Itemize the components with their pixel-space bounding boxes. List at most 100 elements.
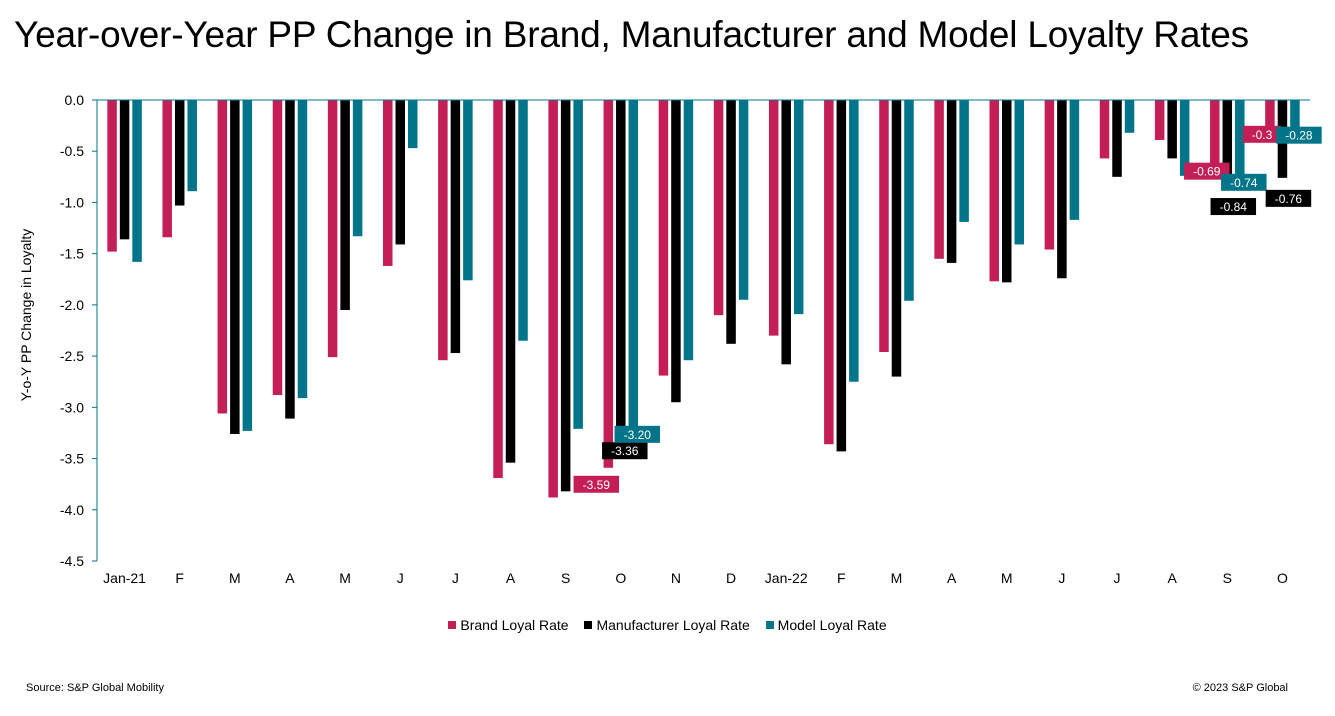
data-label: -0.84 [1220, 200, 1248, 214]
bar-model-loyal-rate [683, 100, 694, 361]
bar-manufacturer-loyal-rate [505, 100, 516, 463]
bar-model-loyal-rate [132, 100, 142, 262]
bar-manufacturer-loyal-rate [671, 100, 681, 403]
data-label-box [1265, 189, 1312, 207]
data-label: -3.36 [611, 444, 639, 458]
chart-title: Year-over-Year PP Change in Brand, Manuf… [14, 14, 1249, 55]
bar-brand-loyal-rate [217, 100, 228, 414]
bar-manufacturer-loyal-rate [119, 100, 130, 240]
data-label: -0.69 [1193, 165, 1221, 179]
bar-manufacturer-loyal-rate [174, 100, 185, 206]
data-label: -3.20 [624, 428, 652, 442]
x-tick-label: D [726, 570, 736, 586]
x-tick-label: M [339, 570, 351, 586]
bar-model-loyal-rate [573, 100, 583, 429]
bar-brand-loyal-rate [1265, 100, 1275, 134]
bar-brand-loyal-rate [107, 100, 117, 252]
legend-swatch-model [765, 621, 774, 629]
x-tick-label: O [615, 570, 626, 586]
bar-model-loyal-rate [738, 100, 749, 300]
y-tick-label: -4.5 [60, 553, 84, 569]
bar-model-loyal-rate [1290, 100, 1300, 129]
bar-manufacturer-loyal-rate [1002, 100, 1012, 283]
bar-brand-loyal-rate [658, 100, 669, 376]
bar-brand-loyal-rate [162, 100, 172, 238]
x-tick-label: O [1277, 570, 1288, 586]
x-tick-label: M [229, 570, 241, 586]
data-label-box [1210, 198, 1257, 216]
bar-brand-loyal-rate [1210, 100, 1220, 171]
bar-manufacturer-loyal-rate [946, 100, 957, 263]
y-tick-label: -4.0 [60, 502, 84, 518]
bar-manufacturer-loyal-rate [560, 100, 571, 492]
x-tick-label: F [837, 570, 846, 586]
legend-label-model: Model Loyal Rate [777, 617, 887, 633]
legend-swatch-brand [448, 621, 457, 629]
bar-manufacturer-loyal-rate [285, 100, 295, 419]
bar-model-loyal-rate [628, 100, 639, 428]
bar-brand-loyal-rate [1154, 100, 1165, 140]
data-label-box [1184, 162, 1230, 180]
x-tick-label: S [561, 570, 570, 586]
data-label-box [1221, 173, 1267, 191]
y-tick-label: -2.0 [60, 297, 84, 313]
bar-brand-loyal-rate [548, 100, 558, 498]
bar-model-loyal-rate [518, 100, 528, 341]
bar-model-loyal-rate [1069, 100, 1080, 220]
bar-model-loyal-rate [242, 100, 253, 431]
x-tick-label: F [175, 570, 184, 586]
x-tick-label: J [1058, 570, 1065, 586]
bar-model-loyal-rate [352, 100, 363, 237]
bar-manufacturer-loyal-rate [1112, 100, 1122, 177]
bar-manufacturer-loyal-rate [1222, 100, 1233, 187]
y-tick-label: -2.5 [60, 348, 84, 364]
data-label-box [1276, 126, 1322, 144]
bar-model-loyal-rate [408, 100, 418, 149]
legend-item-brand: Brand Loyal Rate [448, 617, 569, 633]
x-tick-label: J [1114, 570, 1121, 586]
bar-manufacturer-loyal-rate [891, 100, 902, 377]
x-tick-label: S [1223, 570, 1232, 586]
bar-brand-loyal-rate [493, 100, 503, 479]
bar-brand-loyal-rate [1099, 100, 1110, 159]
bar-brand-loyal-rate [438, 100, 448, 361]
bar-manufacturer-loyal-rate [616, 100, 626, 445]
legend-item-model: Model Loyal Rate [765, 617, 887, 633]
bar-model-loyal-rate [959, 100, 969, 222]
bar-model-loyal-rate [904, 100, 914, 301]
y-tick-label: -3.0 [60, 399, 84, 415]
bar-brand-loyal-rate [934, 100, 944, 259]
bar-brand-loyal-rate [272, 100, 283, 396]
data-label: -0.74 [1230, 176, 1258, 190]
bar-manufacturer-loyal-rate [340, 100, 350, 311]
bar-model-loyal-rate [297, 100, 308, 399]
legend-label-manufacturer: Manufacturer Loyal Rate [596, 617, 750, 633]
bar-model-loyal-rate [187, 100, 197, 192]
bar-manufacturer-loyal-rate [395, 100, 405, 245]
bar-brand-loyal-rate [383, 100, 393, 266]
x-tick-label: Jan-22 [765, 570, 808, 586]
bar-manufacturer-loyal-rate [726, 100, 736, 344]
bar-manufacturer-loyal-rate [1167, 100, 1177, 159]
source-note: Source: S&P Global Mobility [26, 682, 164, 694]
bar-brand-loyal-rate [713, 100, 724, 316]
x-tick-label: M [1001, 570, 1013, 586]
x-tick-label: J [452, 570, 459, 586]
x-tick-label: A [947, 570, 957, 586]
data-label-box [602, 442, 648, 460]
bar-brand-loyal-rate [989, 100, 999, 282]
bar-manufacturer-loyal-rate [230, 100, 240, 434]
data-label: -3.59 [583, 478, 611, 492]
copyright-note: © 2023 S&P Global [1192, 682, 1288, 694]
bar-brand-loyal-rate [603, 100, 614, 468]
x-tick-label: M [891, 570, 903, 586]
data-label-box [573, 475, 620, 493]
bar-brand-loyal-rate [1044, 100, 1055, 250]
data-label-box [614, 425, 661, 443]
bar-model-loyal-rate [1124, 100, 1135, 133]
y-tick-label: -1.5 [60, 246, 84, 262]
bar-brand-loyal-rate [327, 100, 338, 358]
legend: Brand Loyal Rate Manufacturer Loyal Rate… [0, 617, 1335, 633]
bar-brand-loyal-rate [768, 100, 779, 336]
